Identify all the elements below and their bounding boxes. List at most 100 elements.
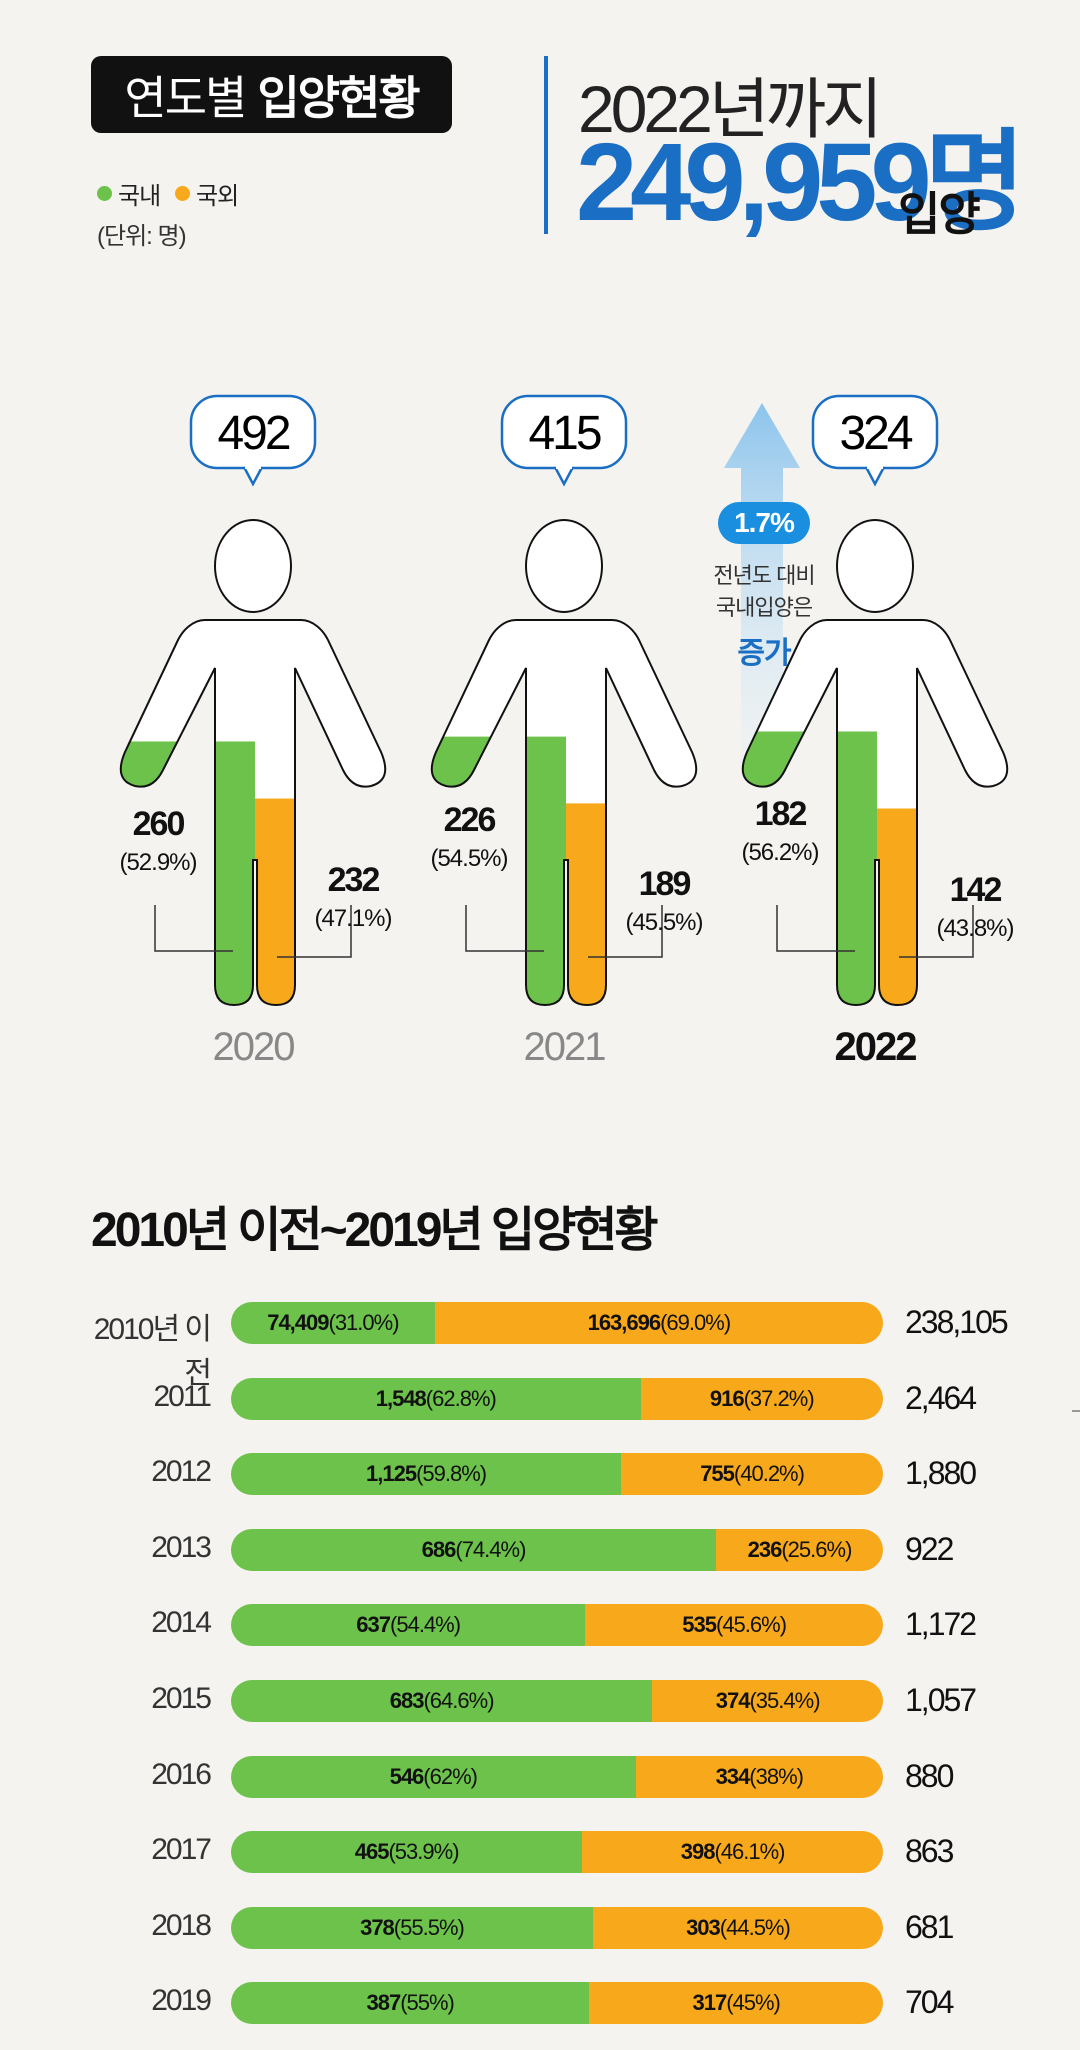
international-value: 236: [747, 1536, 783, 1562]
domestic-pct-2022: (56.2%): [741, 839, 819, 867]
domestic-value-2022: 182: [754, 795, 808, 834]
legend-label-international: 국외: [196, 183, 239, 210]
bar-segment-domestic: 683 (64.6%): [231, 1680, 653, 1722]
stacked-bar-0: 74,409 (31.0%) 163,696 (69.0%): [231, 1302, 883, 1344]
page-title-regular: 연도별: [124, 71, 247, 124]
bubble-tail: [864, 466, 886, 487]
bar-segment-domestic: 637 (54.4%): [231, 1604, 586, 1647]
domestic-value: 378: [360, 1914, 395, 1940]
headline-suffix: 입양: [898, 188, 981, 240]
bar-segment-international: 755 (40.2%): [621, 1453, 883, 1496]
row-label-3: 2013: [151, 1530, 212, 1564]
row-total-3: 922: [905, 1530, 954, 1567]
bar-segment-international: 916 (37.2%): [640, 1377, 883, 1420]
figure-outline: [119, 619, 387, 1007]
domestic-value: 387: [366, 1990, 401, 2016]
international-value-2022: 142: [949, 870, 1003, 909]
bar-segment-domestic: 1,125 (59.8%): [231, 1453, 622, 1496]
stacked-bar-6: 546 (62%) 334 (38%): [231, 1755, 883, 1798]
bar-segment-domestic: 378 (55.5%): [231, 1906, 593, 1949]
bubble-tail: [242, 466, 264, 487]
bar-segment-international: 374 (35.4%): [652, 1680, 883, 1722]
leader-international: [588, 905, 663, 958]
edge-tick: [1072, 1410, 1080, 1412]
year-label-2021: 2021: [523, 1025, 607, 1069]
row-label-6: 2016: [151, 1757, 212, 1791]
figure-head: [214, 519, 292, 613]
legend-international: 국외: [175, 176, 239, 211]
figure-chart: 492 415 324: [119, 394, 1009, 1007]
row-label-8: 2018: [151, 1908, 212, 1942]
domestic-value: 1,125: [366, 1461, 417, 1487]
domestic-pct: (55%): [400, 1990, 455, 2016]
leader-international: [899, 905, 974, 958]
international-value: 535: [682, 1612, 717, 1638]
international-value: 398: [680, 1839, 716, 1865]
domestic-pct: (62%): [423, 1763, 478, 1789]
domestic-pct: (31.0%): [328, 1310, 400, 1335]
domestic-value: 1,548: [375, 1385, 427, 1411]
callout-line-2: 국내입양은: [715, 595, 813, 620]
row-label-2: 2012: [151, 1455, 212, 1489]
row-total-0: 238,105: [905, 1304, 1009, 1340]
bar-segment-domestic: 686 (74.4%): [231, 1528, 717, 1571]
international-value: 303: [686, 1914, 721, 1940]
international-value-2021: 189: [638, 865, 692, 904]
domestic-value: 465: [354, 1839, 390, 1865]
international-value: 163,696: [587, 1310, 662, 1335]
figure-head: [836, 519, 914, 613]
international-pct-2021: (45.5%): [625, 909, 703, 937]
callout-line-1: 전년도 대비: [713, 563, 815, 588]
international-pct: (46.1%): [714, 1839, 785, 1865]
international-value-2020: 232: [327, 860, 381, 899]
headline-divider: [544, 56, 548, 234]
international-value: 374: [715, 1688, 751, 1713]
bar-segment-domestic: 1,548 (62.8%): [231, 1377, 641, 1420]
international-pct: (44.5%): [719, 1914, 791, 1940]
domestic-pct: (54.4%): [390, 1612, 461, 1638]
row-total-8: 681: [905, 1908, 954, 1945]
bar-international-2021: [566, 803, 697, 1005]
headline-total: 249,959명: [576, 121, 1026, 244]
page-title-bold: 입양현황: [257, 71, 420, 124]
international-value: 755: [700, 1461, 735, 1487]
page-title: 연도별 입양현황: [91, 56, 452, 133]
international-pct: (40.2%): [733, 1461, 805, 1487]
domestic-value: 74,409: [267, 1310, 329, 1335]
bar-segment-domestic: 74,409 (31.0%): [231, 1302, 435, 1344]
legend-dot-international: [175, 186, 190, 201]
unit-note: (단위: 명): [97, 223, 187, 250]
row-label-0: 2010년 이전: [93, 1313, 212, 1390]
domestic-value-2021: 226: [443, 800, 497, 839]
bar-segment-international: 317 (45%): [589, 1982, 883, 2025]
stacked-bar-4: 637 (54.4%) 535 (45.6%): [231, 1604, 883, 1647]
stacked-bar-5: 683 (64.6%) 374 (35.4%): [231, 1680, 883, 1722]
domestic-value: 686: [421, 1536, 457, 1562]
legend-dot-domestic: [97, 186, 112, 201]
bar-segment-international: 236 (25.6%): [716, 1528, 883, 1571]
row-label-4: 2014: [151, 1606, 212, 1640]
row-total-9: 704: [905, 1984, 954, 2021]
bar-segment-domestic: 465 (53.9%): [231, 1831, 583, 1874]
domestic-pct: (55.5%): [393, 1914, 465, 1940]
international-pct: (25.6%): [781, 1536, 852, 1562]
stacked-bar-1: 1,548 (62.8%) 916 (37.2%): [231, 1377, 883, 1420]
total-value-2022: 324: [839, 407, 912, 460]
domestic-value-2020: 260: [132, 805, 186, 844]
bar-domestic-2021: [431, 736, 566, 1005]
international-pct: (45%): [726, 1990, 781, 2016]
domestic-pct-2020: (52.9%): [119, 849, 197, 877]
international-pct-2022: (43.8%): [936, 914, 1014, 942]
legend-domestic: 국내: [97, 176, 161, 211]
international-pct-2020: (47.1%): [314, 904, 392, 932]
domestic-pct: (62.8%): [425, 1385, 497, 1411]
bubble-tail-mask: [867, 464, 883, 469]
domestic-pct: (74.4%): [455, 1536, 526, 1562]
domestic-pct-2021: (54.5%): [430, 844, 508, 872]
row-total-7: 863: [905, 1833, 954, 1870]
international-value: 916: [709, 1385, 745, 1411]
leader-international: [277, 905, 352, 958]
row-label-7: 2017: [151, 1833, 212, 1867]
leader-domestic: [776, 905, 855, 952]
